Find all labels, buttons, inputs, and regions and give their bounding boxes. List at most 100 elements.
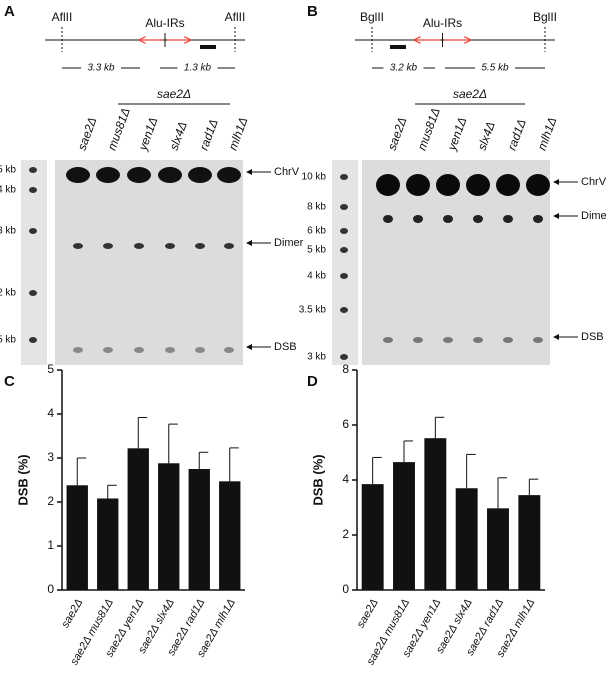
marker-lane	[21, 160, 47, 365]
marker-label: 3.5 kb	[299, 305, 327, 316]
bar	[66, 485, 88, 590]
gel-band	[413, 337, 423, 343]
gel	[55, 160, 243, 365]
gel-band	[496, 174, 520, 196]
bar	[127, 448, 149, 590]
panel-label: A	[4, 3, 15, 20]
gel-band	[376, 174, 400, 196]
probe	[390, 45, 406, 49]
bar	[424, 438, 447, 590]
segment-label: 3.3 kb	[87, 63, 115, 74]
lane-label: mlh1Δ	[226, 115, 251, 152]
gel-band	[466, 174, 490, 196]
marker-label: 4 kb	[0, 185, 16, 196]
y-tick-label: 0	[342, 582, 349, 596]
gel-band	[383, 337, 393, 343]
gel-band	[503, 337, 513, 343]
lane-label: sae2Δ	[75, 115, 100, 152]
marker-label: 4 kb	[307, 271, 326, 282]
bar	[97, 498, 119, 590]
marker-label: 3 kb	[0, 226, 16, 237]
y-axis-label: DSB (%)	[15, 454, 30, 505]
gel-band	[165, 243, 175, 249]
gel-band	[526, 174, 550, 196]
marker-label: 5 kb	[0, 165, 16, 176]
gel-band	[503, 215, 513, 223]
gel-band	[533, 215, 543, 223]
marker-label: 6 kb	[307, 226, 326, 237]
marker-band	[340, 354, 348, 360]
y-tick-label: 1	[47, 538, 54, 552]
y-tick-label: 2	[342, 527, 349, 541]
lane-label: rad1Δ	[505, 117, 529, 152]
gel-band	[66, 167, 90, 183]
gel-band	[224, 347, 234, 353]
marker-label: 10 kb	[302, 172, 327, 183]
y-tick-label: 6	[342, 417, 349, 431]
gel-band	[73, 243, 83, 249]
gel-band	[73, 347, 83, 353]
marker-label: 1.5 kb	[0, 335, 16, 346]
gel-band	[165, 347, 175, 353]
bar	[455, 488, 478, 590]
x-tick-label: sae2Δ	[355, 597, 381, 630]
marker-band	[29, 290, 37, 296]
gel-band	[443, 215, 453, 223]
band-label: DSB	[274, 341, 297, 353]
lane-label: mus81Δ	[105, 106, 133, 152]
gel-band	[533, 337, 543, 343]
gel-band	[195, 243, 205, 249]
gel-band	[473, 215, 483, 223]
x-tick-label: sae2Δ	[59, 597, 85, 630]
gel-band	[103, 243, 113, 249]
feature-label: Alu-IRs	[423, 16, 462, 30]
site-label: BglII	[360, 10, 384, 24]
gel-band	[96, 167, 120, 183]
lane-label: rad1Δ	[197, 117, 221, 152]
marker-band	[29, 228, 37, 234]
marker-band	[29, 337, 37, 343]
gel-band	[134, 243, 144, 249]
gel-band	[127, 167, 151, 183]
gel-band	[413, 215, 423, 223]
panel-label: C	[4, 373, 15, 390]
lane-label: yen1Δ	[444, 115, 469, 153]
y-tick-label: 5	[47, 362, 54, 376]
gel-band	[436, 174, 460, 196]
group-label: sae2Δ	[157, 87, 191, 101]
band-label: Dimer	[274, 237, 304, 249]
marker-lane	[332, 160, 358, 365]
lane-label: slx4Δ	[475, 120, 498, 152]
band-label: Dimer	[581, 210, 606, 222]
gel-band	[217, 167, 241, 183]
site-label: AflII	[225, 10, 246, 24]
y-tick-label: 3	[47, 450, 54, 464]
lane-label: yen1Δ	[135, 115, 160, 153]
gel-band	[406, 174, 430, 196]
bar	[487, 508, 509, 590]
gel-band	[134, 347, 144, 353]
lane-label: mus81Δ	[415, 106, 443, 152]
feature-label: Alu-IRs	[145, 16, 184, 30]
lane-label: slx4Δ	[167, 120, 190, 152]
gel-band	[224, 243, 234, 249]
y-tick-label: 4	[47, 406, 54, 420]
bar	[361, 484, 384, 590]
marker-band	[340, 273, 348, 279]
bar	[518, 495, 541, 590]
gel-band	[103, 347, 113, 353]
gel-band	[158, 167, 182, 183]
gel-band	[473, 337, 483, 343]
marker-band	[29, 187, 37, 193]
y-axis-label: DSB (%)	[310, 454, 325, 505]
gel-band	[188, 167, 212, 183]
band-label: ChrV	[274, 166, 300, 178]
marker-label: 5 kb	[307, 245, 326, 256]
gel-band	[195, 347, 205, 353]
marker-band	[340, 228, 348, 234]
y-tick-label: 4	[342, 472, 349, 486]
y-tick-label: 2	[47, 494, 54, 508]
marker-band	[340, 247, 348, 253]
marker-band	[29, 167, 37, 173]
marker-band	[340, 204, 348, 210]
